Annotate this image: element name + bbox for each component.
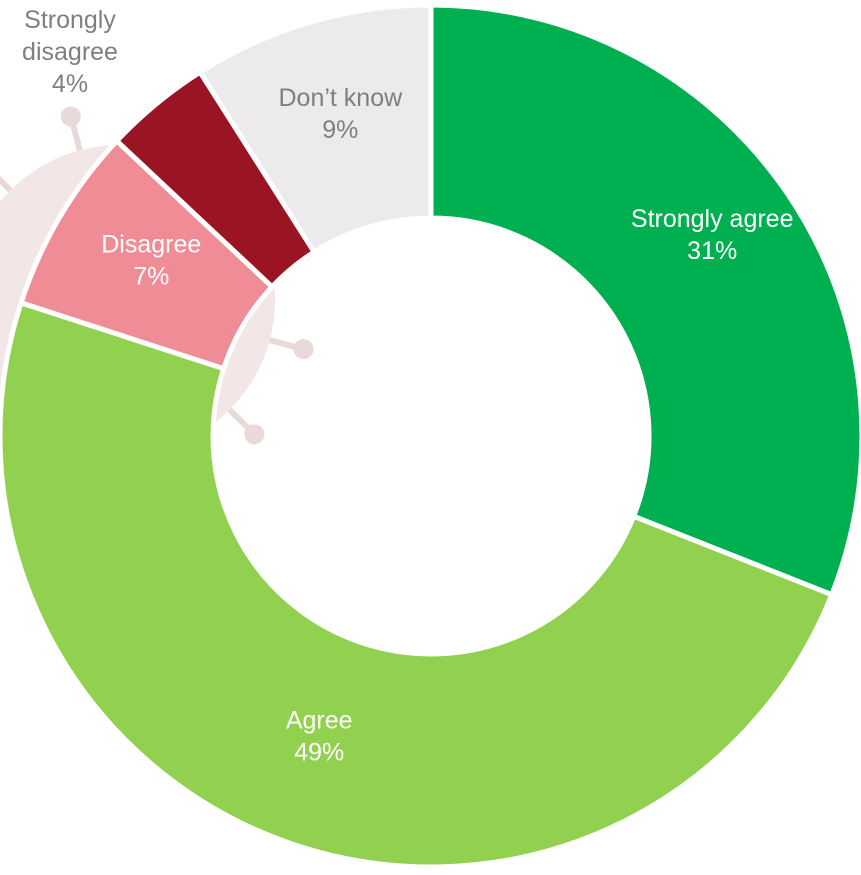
- slice-value-label: 4%: [52, 70, 88, 98]
- slice-value-label: 49%: [294, 738, 344, 766]
- slice-value-label: 9%: [322, 116, 358, 144]
- slice-labels: Strongly agree 31% Agree 49% Disagree 7% Stron…: [22, 6, 793, 766]
- virus-spike: [0, 175, 13, 193]
- virus-spike-tip: [244, 424, 265, 445]
- virus-spike-tip: [60, 106, 81, 127]
- slice-label: Disagree 7%: [101, 231, 201, 291]
- slice-label: Agree 49%: [286, 706, 353, 766]
- slice-category-label: Disagree: [101, 231, 201, 259]
- slice-category-label: Agree: [286, 706, 353, 734]
- slice-label: Strongly agree 31%: [631, 205, 794, 265]
- slice-strongly-agree: [428, 2, 861, 598]
- slice-category-label: disagree: [22, 38, 118, 66]
- slice-value-label: 7%: [133, 263, 169, 291]
- virus-spike-tip: [293, 339, 314, 360]
- slice-don-t-know: [196, 2, 434, 256]
- slice-category-label: Strongly agree: [631, 205, 794, 233]
- slice-label: Strongly disagree 4%: [22, 6, 118, 98]
- slice-agree: [0, 299, 835, 870]
- slice-category-label: Don’t know: [278, 84, 403, 112]
- slice-value-label: 31%: [687, 237, 737, 265]
- slice-category-label: Strongly: [24, 6, 116, 34]
- slice-label: Don’t know 9%: [278, 84, 403, 144]
